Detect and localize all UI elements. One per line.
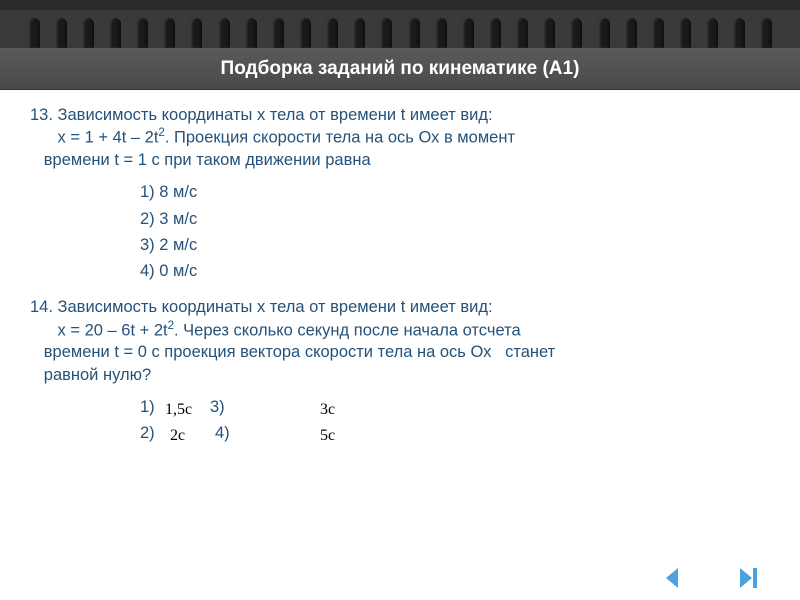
text-line: . Проекция скорости тела на ось Ох в мом… <box>165 129 515 147</box>
text-line: . Через сколько секунд после начала отсч… <box>174 321 521 339</box>
binding-ring <box>462 18 474 48</box>
binding-ring <box>299 18 311 48</box>
binding-ring <box>733 18 745 48</box>
problem-13-options: 1) 8 м/с 2) 3 м/с 3) 2 м/с 4) 0 м/с <box>30 181 770 282</box>
text-line: времени t = 0 с проекция вектора скорост… <box>44 343 555 361</box>
option-1-value: 1,5c <box>165 399 192 421</box>
binding-ring <box>245 18 257 48</box>
option-2: 2) 3 м/с <box>140 208 770 230</box>
option-2-value: 2c <box>170 425 185 447</box>
option-4-label: 4) <box>215 422 230 444</box>
binding-ring <box>163 18 175 48</box>
slide-title-bar: Подборка заданий по кинематике (А1) <box>0 48 800 90</box>
option-1: 1) 8 м/с <box>140 181 770 203</box>
binding-ring <box>136 18 148 48</box>
text-line: х = 20 – 6t + 2t <box>58 321 168 339</box>
binding-ring <box>109 18 121 48</box>
binding-ring <box>516 18 528 48</box>
content-area: 13. Зависимость координаты х тела от вре… <box>0 90 800 446</box>
slide-title: Подборка заданий по кинематике (А1) <box>221 58 580 80</box>
binding-ring <box>706 18 718 48</box>
option-3-value: 3c <box>320 399 335 421</box>
problem-number: 13. <box>30 106 53 124</box>
text-line: времени t = 1 с при таком движении равна <box>44 151 371 169</box>
binding-ring <box>190 18 202 48</box>
binding-ring <box>28 18 40 48</box>
next-end-icon <box>740 566 770 590</box>
binding-ring <box>489 18 501 48</box>
binding-ring <box>679 18 691 48</box>
option-1-label: 1) <box>140 396 155 418</box>
binding-ring <box>272 18 284 48</box>
text-line: х = 1 + 4t – 2t <box>58 129 159 147</box>
spiral-binding <box>0 0 800 48</box>
binding-ring <box>625 18 637 48</box>
text-line: Зависимость координаты х тела от времени… <box>58 106 493 124</box>
problem-14: 14. Зависимость координаты х тела от вре… <box>30 296 770 446</box>
text-line: равной нулю? <box>44 366 151 384</box>
problem-number: 14. <box>30 298 53 316</box>
text-line: Зависимость координаты х тела от времени… <box>58 298 493 316</box>
problem-14-text: 14. Зависимость координаты х тела от вре… <box>30 296 770 386</box>
option-4: 4) 0 м/с <box>140 260 770 282</box>
binding-ring <box>55 18 67 48</box>
option-3: 3) 2 м/с <box>140 234 770 256</box>
option-3-label: 3) <box>210 396 225 418</box>
problem-13-text: 13. Зависимость координаты х тела от вре… <box>30 104 770 171</box>
binding-ring <box>380 18 392 48</box>
binding-ring <box>82 18 94 48</box>
binding-ring <box>408 18 420 48</box>
problem-14-options: 1) 1,5c 3) 3c 2) 2c 4) 5c <box>30 396 770 446</box>
binding-ring <box>543 18 555 48</box>
prev-icon <box>666 566 696 590</box>
binding-ring <box>218 18 230 48</box>
option-2-label: 2) <box>140 422 155 444</box>
problem-13: 13. Зависимость координаты х тела от вре… <box>30 104 770 282</box>
prev-button[interactable] <box>664 564 698 592</box>
binding-ring <box>652 18 664 48</box>
nav-controls <box>664 564 772 592</box>
binding-ring <box>570 18 582 48</box>
binding-ring <box>326 18 338 48</box>
option-4-value: 5c <box>320 425 335 447</box>
binding-ring <box>435 18 447 48</box>
binding-ring <box>598 18 610 48</box>
binding-ring <box>353 18 365 48</box>
binding-ring <box>760 18 772 48</box>
next-button[interactable] <box>738 564 772 592</box>
